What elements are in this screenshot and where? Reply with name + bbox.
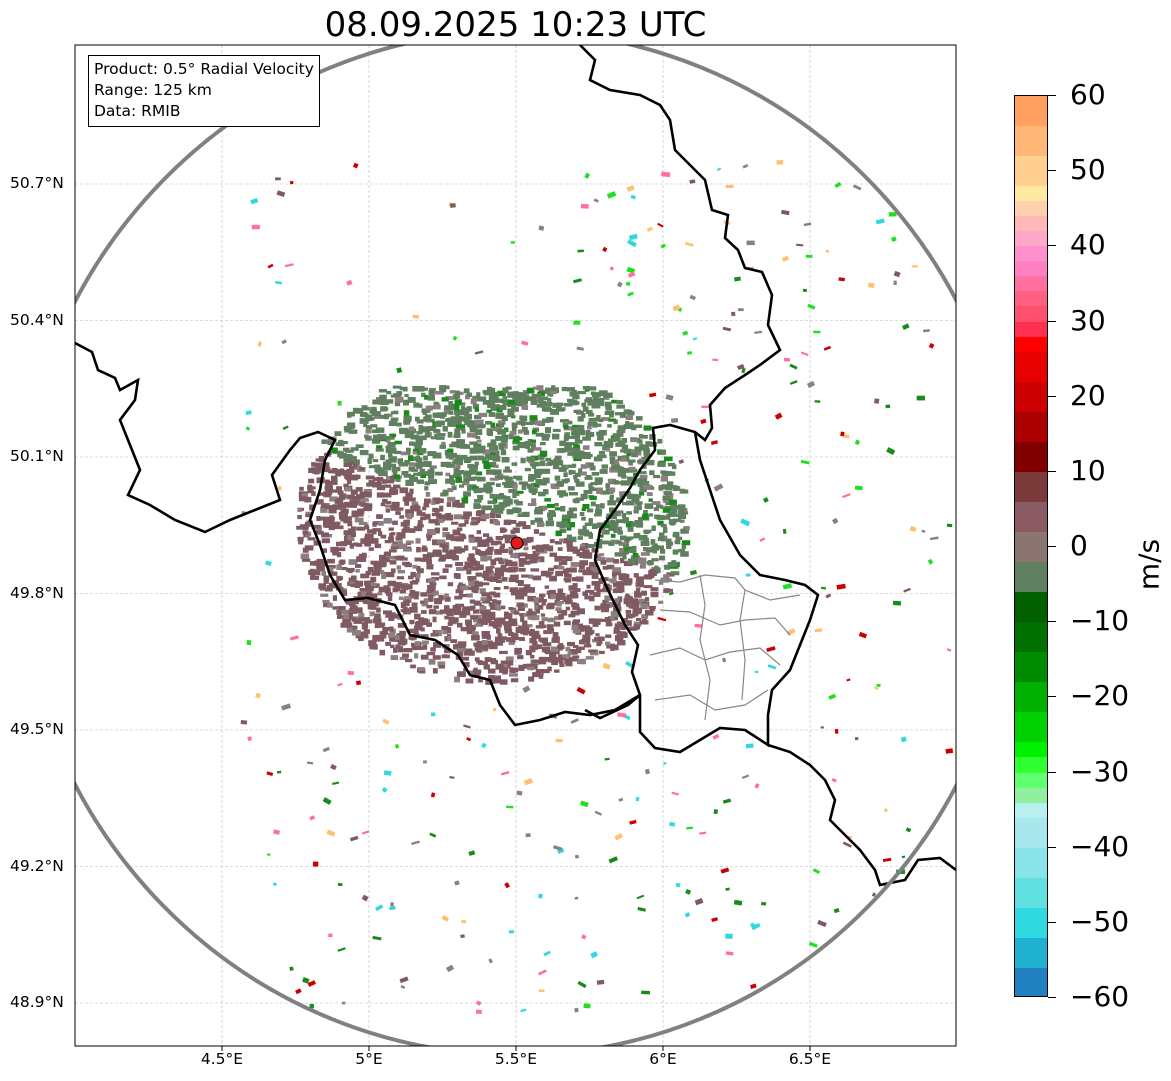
- range-label: Range: 125 km: [94, 81, 212, 99]
- colorbar-band: [1015, 126, 1047, 157]
- colorbar-tick: [1048, 170, 1056, 172]
- data-source-label: Data: RMIB: [94, 102, 181, 120]
- axis-ticks: [221, 1046, 811, 1051]
- lat-tick-label: 50.4°N: [10, 310, 64, 329]
- colorbar-tick-label: 30: [1070, 303, 1106, 337]
- colorbar-band: [1015, 216, 1047, 232]
- colorbar-tick: [1048, 921, 1056, 923]
- colorbar-tick: [1048, 846, 1056, 848]
- lat-tick-label: 49.8°N: [10, 583, 64, 602]
- colorbar-band: [1015, 802, 1047, 819]
- colorbar-band: [1015, 967, 1047, 996]
- velocity-colorbar: [1014, 95, 1048, 997]
- product-label: Product: 0.5° Radial Velocity: [94, 60, 314, 78]
- colorbar-band: [1015, 592, 1047, 623]
- colorbar-unit-label: m/s: [1132, 538, 1166, 591]
- colorbar-band: [1015, 877, 1047, 909]
- colorbar-band: [1015, 622, 1047, 653]
- colorbar-band: [1015, 246, 1047, 262]
- product-info-box: Product: 0.5° Radial Velocity Range: 125…: [88, 55, 320, 127]
- colorbar-band: [1015, 501, 1047, 533]
- colorbar-band: [1015, 96, 1047, 127]
- colorbar-band: [1015, 787, 1047, 804]
- colorbar-band: [1015, 306, 1047, 322]
- lon-tick-label: 4.5°E: [200, 1050, 244, 1068]
- colorbar-band: [1015, 441, 1047, 473]
- velocity-echoes: [240, 159, 954, 1014]
- colorbar-tick-label: 20: [1070, 378, 1106, 412]
- lon-tick-label: 5°E: [355, 1050, 383, 1068]
- lat-tick-label: 49.2°N: [10, 856, 64, 875]
- colorbar-tick: [1048, 395, 1056, 397]
- colorbar-band: [1015, 712, 1047, 743]
- colorbar-tick-label: 0: [1070, 529, 1088, 562]
- colorbar-tick-label: −10: [1070, 604, 1130, 638]
- colorbar-band: [1015, 772, 1047, 789]
- colorbar-band: [1015, 381, 1047, 413]
- colorbar-tick-label: 40: [1070, 228, 1106, 262]
- colorbar-band: [1015, 907, 1047, 939]
- border-germany-france: [767, 743, 956, 887]
- lat-tick-label: 50.1°N: [10, 447, 64, 465]
- colorbar-band: [1015, 817, 1047, 849]
- border-belgium-luxembourg-south: [584, 694, 641, 720]
- lon-tick-label: 6.5°E: [788, 1050, 832, 1068]
- colorbar-tick-label: −20: [1070, 679, 1130, 713]
- admin-boundaries: [649, 574, 801, 721]
- colorbar-tick: [1048, 470, 1056, 472]
- colorbar-tick-label: 50: [1070, 153, 1106, 187]
- colorbar-band: [1015, 471, 1047, 503]
- colorbar-tick: [1048, 245, 1056, 247]
- colorbar-band: [1015, 742, 1047, 758]
- lat-tick-label: 48.9°N: [10, 993, 64, 1011]
- colorbar-band: [1015, 291, 1047, 307]
- colorbar-tick-label: −50: [1070, 904, 1130, 938]
- colorbar-band: [1015, 411, 1047, 443]
- colorbar-band: [1015, 652, 1047, 683]
- colorbar-band: [1015, 276, 1047, 292]
- colorbar-band: [1015, 261, 1047, 277]
- colorbar-band: [1015, 562, 1047, 593]
- colorbar-band: [1015, 321, 1047, 338]
- border-belgium-france-west: [75, 45, 782, 727]
- chart-title: 08.09.2025 10:23 UTC: [324, 5, 707, 45]
- radar-site-marker: [510, 536, 524, 550]
- colorbar-tick: [1048, 696, 1056, 698]
- colorbar-tick-label: 10: [1070, 453, 1106, 487]
- lat-tick-label: 49.5°N: [10, 720, 64, 738]
- colorbar-band: [1015, 351, 1047, 383]
- colorbar-band: [1015, 336, 1047, 353]
- colorbar-band: [1015, 937, 1047, 969]
- lon-tick-label: 6°E: [649, 1050, 677, 1068]
- colorbar-tick: [1048, 95, 1056, 96]
- colorbar-band: [1015, 531, 1047, 563]
- colorbar-band: [1015, 847, 1047, 879]
- lon-tick-label: 5.5°E: [494, 1050, 538, 1068]
- border-luxembourg: [638, 431, 820, 754]
- colorbar-band: [1015, 156, 1047, 187]
- colorbar-tick-label: −30: [1070, 754, 1130, 788]
- colorbar-band: [1015, 231, 1047, 247]
- colorbar-band: [1015, 682, 1047, 713]
- colorbar-tick: [1048, 771, 1056, 773]
- colorbar-band: [1015, 201, 1047, 217]
- lat-tick-label: 50.7°N: [10, 174, 64, 192]
- colorbar-tick: [1048, 621, 1056, 623]
- colorbar-tick: [1048, 320, 1056, 322]
- colorbar-tick-label: −40: [1070, 829, 1130, 863]
- colorbar-band: [1015, 186, 1047, 202]
- colorbar-tick: [1048, 997, 1056, 998]
- colorbar-tick-label: 60: [1070, 78, 1106, 111]
- colorbar-band: [1015, 757, 1047, 773]
- colorbar-tick-label: −60: [1070, 980, 1130, 1013]
- colorbar-tick: [1048, 546, 1056, 547]
